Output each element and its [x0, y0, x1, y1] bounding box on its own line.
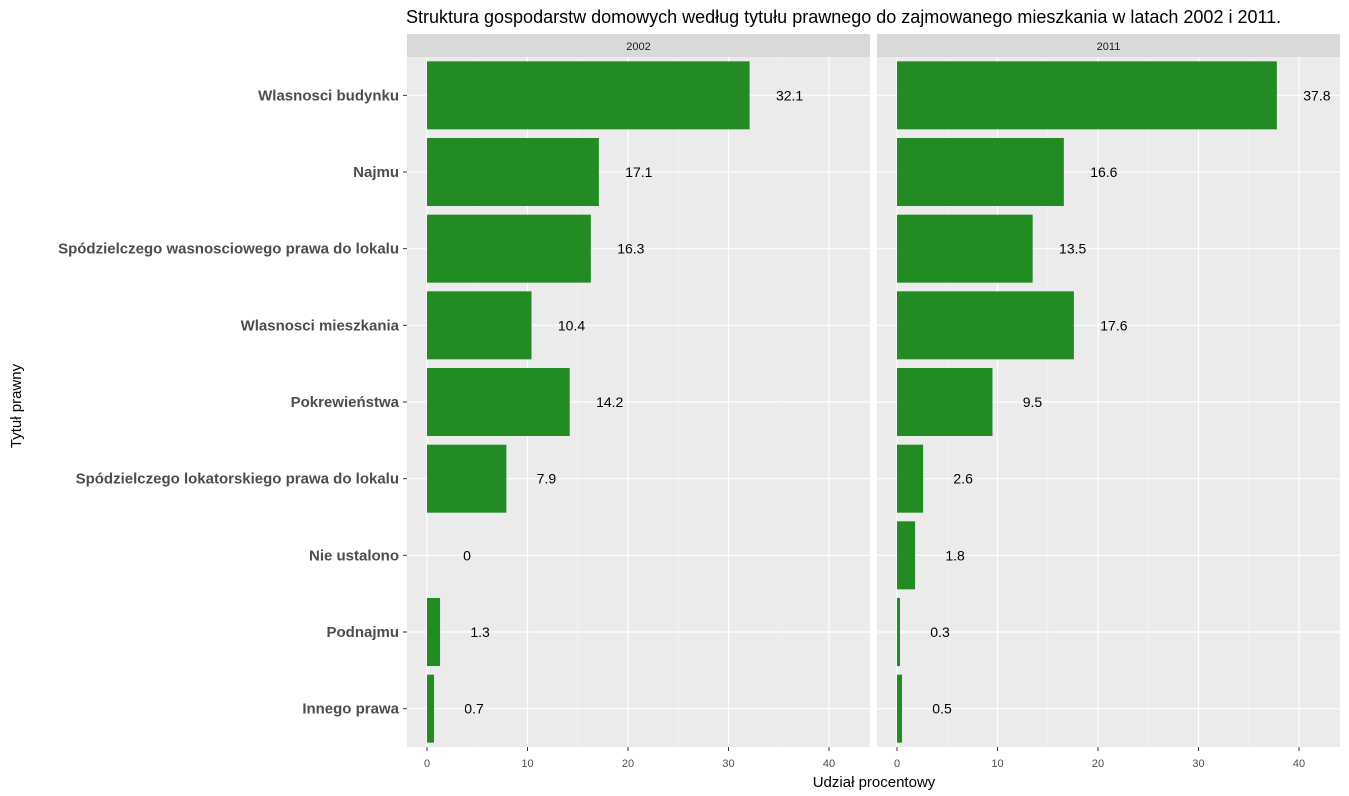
data-label: 0.5	[932, 701, 952, 717]
x-tick-label: 40	[823, 758, 835, 770]
x-tick-label: 20	[1092, 758, 1104, 770]
data-label: 16.6	[1090, 164, 1117, 180]
data-label: 32.1	[776, 87, 803, 103]
bar	[427, 368, 570, 436]
x-tick-label: 40	[1293, 758, 1305, 770]
category-label: Innego prawa	[302, 701, 399, 718]
data-label: 0.7	[464, 701, 484, 717]
x-tick-label: 20	[622, 758, 634, 770]
x-tick-label: 10	[991, 758, 1003, 770]
category-axis: Wlasnosci budynku Najmu Spódzielczego wasn…	[58, 87, 407, 718]
category-label: Podnajmu	[326, 624, 399, 641]
bar	[897, 598, 901, 666]
x-tick-label: 10	[521, 758, 533, 770]
panel-strip-label: 2002	[626, 41, 650, 53]
category-label: Spódzielczego lokatorskiego prawa do lok…	[76, 471, 399, 488]
data-label: 37.8	[1303, 87, 1330, 103]
category-label: Wlasnosci mieszkania	[241, 317, 400, 334]
panel-strip	[877, 34, 1340, 57]
bar	[427, 674, 435, 743]
panel-strip	[407, 34, 870, 57]
data-label: 2.6	[953, 471, 973, 487]
data-label: 17.6	[1100, 317, 1127, 333]
bar	[897, 521, 916, 590]
data-label: 17.1	[625, 164, 652, 180]
bar	[897, 138, 1064, 206]
panel-strip-label: 2011	[1097, 41, 1121, 53]
data-label: 16.3	[617, 241, 644, 257]
bar	[427, 214, 591, 283]
bar	[427, 444, 507, 513]
bar	[897, 368, 993, 436]
bar	[427, 61, 750, 130]
category-label: Nie ustalono	[309, 547, 399, 564]
bar	[897, 214, 1033, 283]
data-label: 7.9	[537, 471, 557, 487]
bar	[897, 61, 1277, 130]
panel-2011: 2011 37.8 16.6 13.5 17.6 9.5 2.6 1.8 0.3 0.5 0 10 20…	[877, 34, 1340, 770]
chart-panels: 2002 32.1 17.1 16.3 10.4 14.2 7.9 0 1.3 0.7 0 10 20 3…	[407, 34, 1340, 770]
y-axis-title: Tytuł prawny	[8, 363, 25, 448]
bar	[427, 138, 599, 206]
data-label: 14.2	[596, 394, 623, 410]
bar	[427, 291, 532, 360]
category-label: Pokrewieństwa	[291, 394, 400, 411]
x-axis-title: Udział procentowy	[813, 774, 936, 791]
data-label: 0	[463, 547, 471, 563]
bar	[427, 598, 441, 666]
bar	[897, 291, 1074, 360]
bar	[897, 674, 903, 743]
data-label: 0.3	[930, 624, 950, 640]
data-label: 10.4	[558, 317, 585, 333]
chart-title: Struktura gospodarstw domowych według ty…	[406, 7, 1281, 27]
panel-2002: 2002 32.1 17.1 16.3 10.4 14.2 7.9 0 1.3 0.7 0 10 20 3…	[407, 34, 870, 770]
data-label: 13.5	[1059, 241, 1086, 257]
x-tick-label: 30	[1192, 758, 1204, 770]
data-label: 9.5	[1023, 394, 1043, 410]
x-tick-label: 0	[424, 758, 430, 770]
category-label: Spódzielczego wasnosciowego prawa do lok…	[58, 241, 399, 258]
x-tick-label: 30	[722, 758, 734, 770]
category-label: Najmu	[353, 164, 399, 181]
bar	[897, 444, 924, 513]
data-label: 1.8	[945, 547, 965, 563]
data-label: 1.3	[470, 624, 490, 640]
x-tick-label: 0	[894, 758, 900, 770]
category-label: Wlasnosci budynku	[258, 87, 399, 104]
